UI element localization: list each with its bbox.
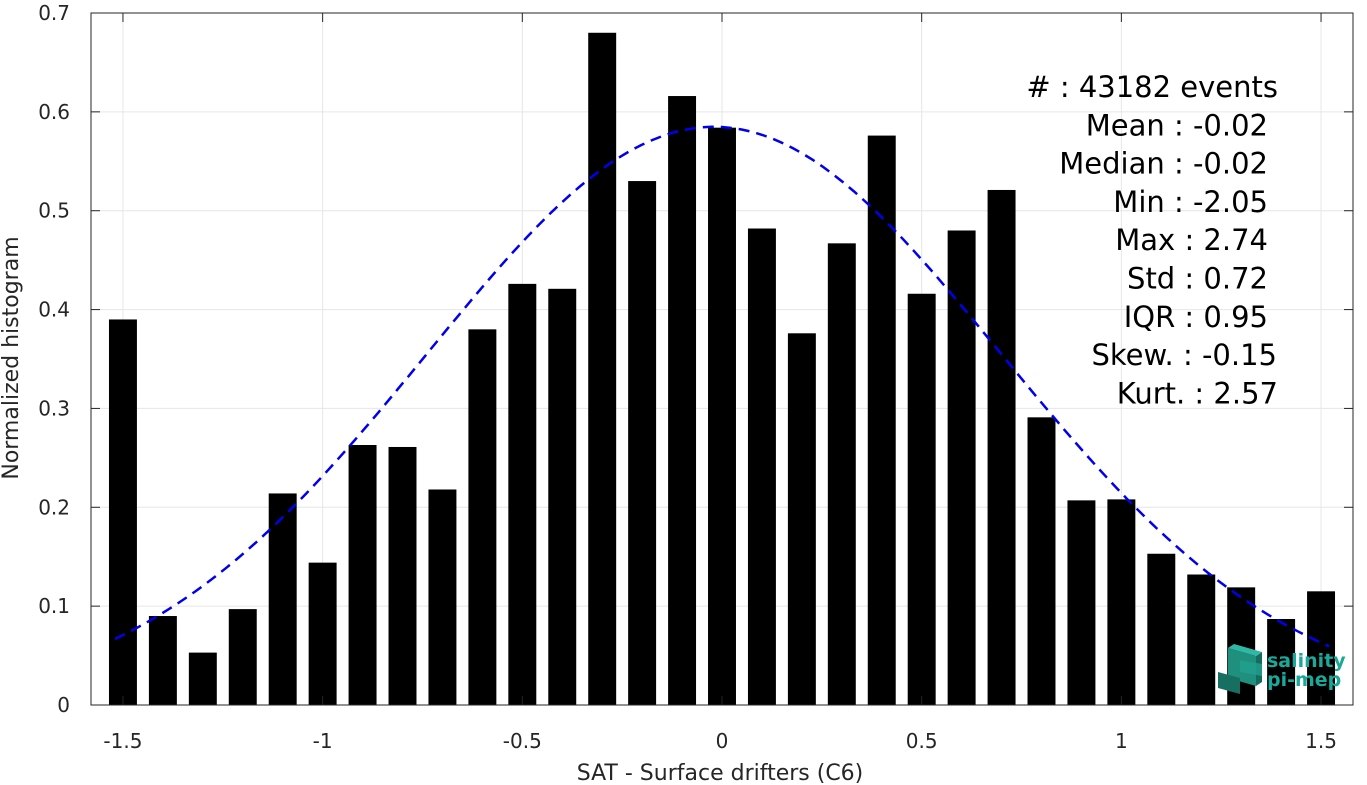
bar-15 xyxy=(708,127,736,705)
stat-line-5: Std : 0.72 xyxy=(1127,262,1268,296)
y-tick-label-0: 0 xyxy=(57,693,70,717)
y-axis-label: Normalized histogram xyxy=(0,236,24,479)
bar-22 xyxy=(987,189,1016,705)
x-tick-label-2: -0.5 xyxy=(503,729,542,753)
x-tick-label-3: 0 xyxy=(716,729,729,753)
bar-17 xyxy=(787,333,816,705)
logo-text-line2: pi-mep xyxy=(1267,669,1341,691)
y-tick-label-1: 0.1 xyxy=(38,594,70,618)
logo-text-line1: salinity xyxy=(1267,650,1346,672)
gaussian-fit-curve xyxy=(114,125,1330,648)
bar-12 xyxy=(588,32,617,706)
bar-10 xyxy=(508,283,537,705)
y-tick-labels: 0 0.1 0.2 0.3 0.4 0.5 0.6 0.7 xyxy=(38,1,70,717)
bar-21 xyxy=(947,230,976,705)
x-tick-label-5: 1 xyxy=(1115,729,1128,753)
y-tick-label-4: 0.4 xyxy=(38,298,70,322)
stat-line-8: Kurt. : 2.57 xyxy=(1117,376,1278,410)
bar-8 xyxy=(428,489,457,705)
stat-line-3: Min : -2.05 xyxy=(1113,185,1268,219)
bar-18 xyxy=(827,243,856,705)
bar-25 xyxy=(1107,499,1136,705)
stat-line-7: Skew. : -0.15 xyxy=(1091,338,1277,372)
statistics-annotation: # : 43182 events Mean : -0.02 Median : -0.… xyxy=(1026,70,1278,410)
bar-5 xyxy=(308,562,337,705)
bar-29 xyxy=(1267,618,1296,705)
x-tick-label-4: 0.5 xyxy=(906,729,938,753)
bar-23 xyxy=(1027,417,1056,705)
bar-13 xyxy=(628,181,657,706)
bar-7 xyxy=(388,446,417,705)
bar-14 xyxy=(668,96,697,706)
logo-cube-icon xyxy=(1218,644,1262,694)
bar-0 xyxy=(108,319,137,705)
bar-9 xyxy=(468,329,497,705)
bar-20 xyxy=(907,293,936,705)
bar-27 xyxy=(1187,574,1216,705)
x-tick-label-1: -1 xyxy=(313,729,333,753)
stat-line-6: IQR : 0.95 xyxy=(1124,300,1268,334)
bar-6 xyxy=(348,445,377,705)
stat-line-1: Mean : -0.02 xyxy=(1086,108,1268,142)
stat-line-4: Max : 2.74 xyxy=(1115,223,1268,257)
bar-30 xyxy=(1307,591,1336,705)
bar-1 xyxy=(148,616,177,705)
stat-line-0: # : 43182 events xyxy=(1026,70,1278,104)
bar-11 xyxy=(548,288,577,705)
x-tick-label-0: -1.5 xyxy=(103,729,142,753)
y-tick-label-3: 0.3 xyxy=(38,396,70,420)
bar-3 xyxy=(228,609,257,705)
x-axis-label: SAT - Surface drifters (C6) xyxy=(577,761,864,785)
bar-24 xyxy=(1067,500,1096,705)
x-tick-label-6: 1.5 xyxy=(1305,729,1337,753)
histogram-bars xyxy=(108,32,1336,706)
bar-2 xyxy=(188,652,217,705)
y-tick-label-7: 0.7 xyxy=(38,1,70,25)
salinity-pi-mep-logo: salinity pi-mep xyxy=(1218,644,1346,694)
x-tick-labels: -1.5 -1 -0.5 0 0.5 1 1.5 xyxy=(103,729,1337,753)
bar-16 xyxy=(747,228,776,705)
bar-26 xyxy=(1147,553,1176,705)
stat-line-2: Median : -0.02 xyxy=(1059,147,1268,181)
bar-19 xyxy=(867,135,896,705)
y-tick-label-6: 0.6 xyxy=(38,100,70,124)
axis-ticks xyxy=(91,12,1353,706)
bar-4 xyxy=(268,493,297,705)
y-tick-label-5: 0.5 xyxy=(38,199,70,223)
y-tick-label-2: 0.2 xyxy=(38,495,70,519)
